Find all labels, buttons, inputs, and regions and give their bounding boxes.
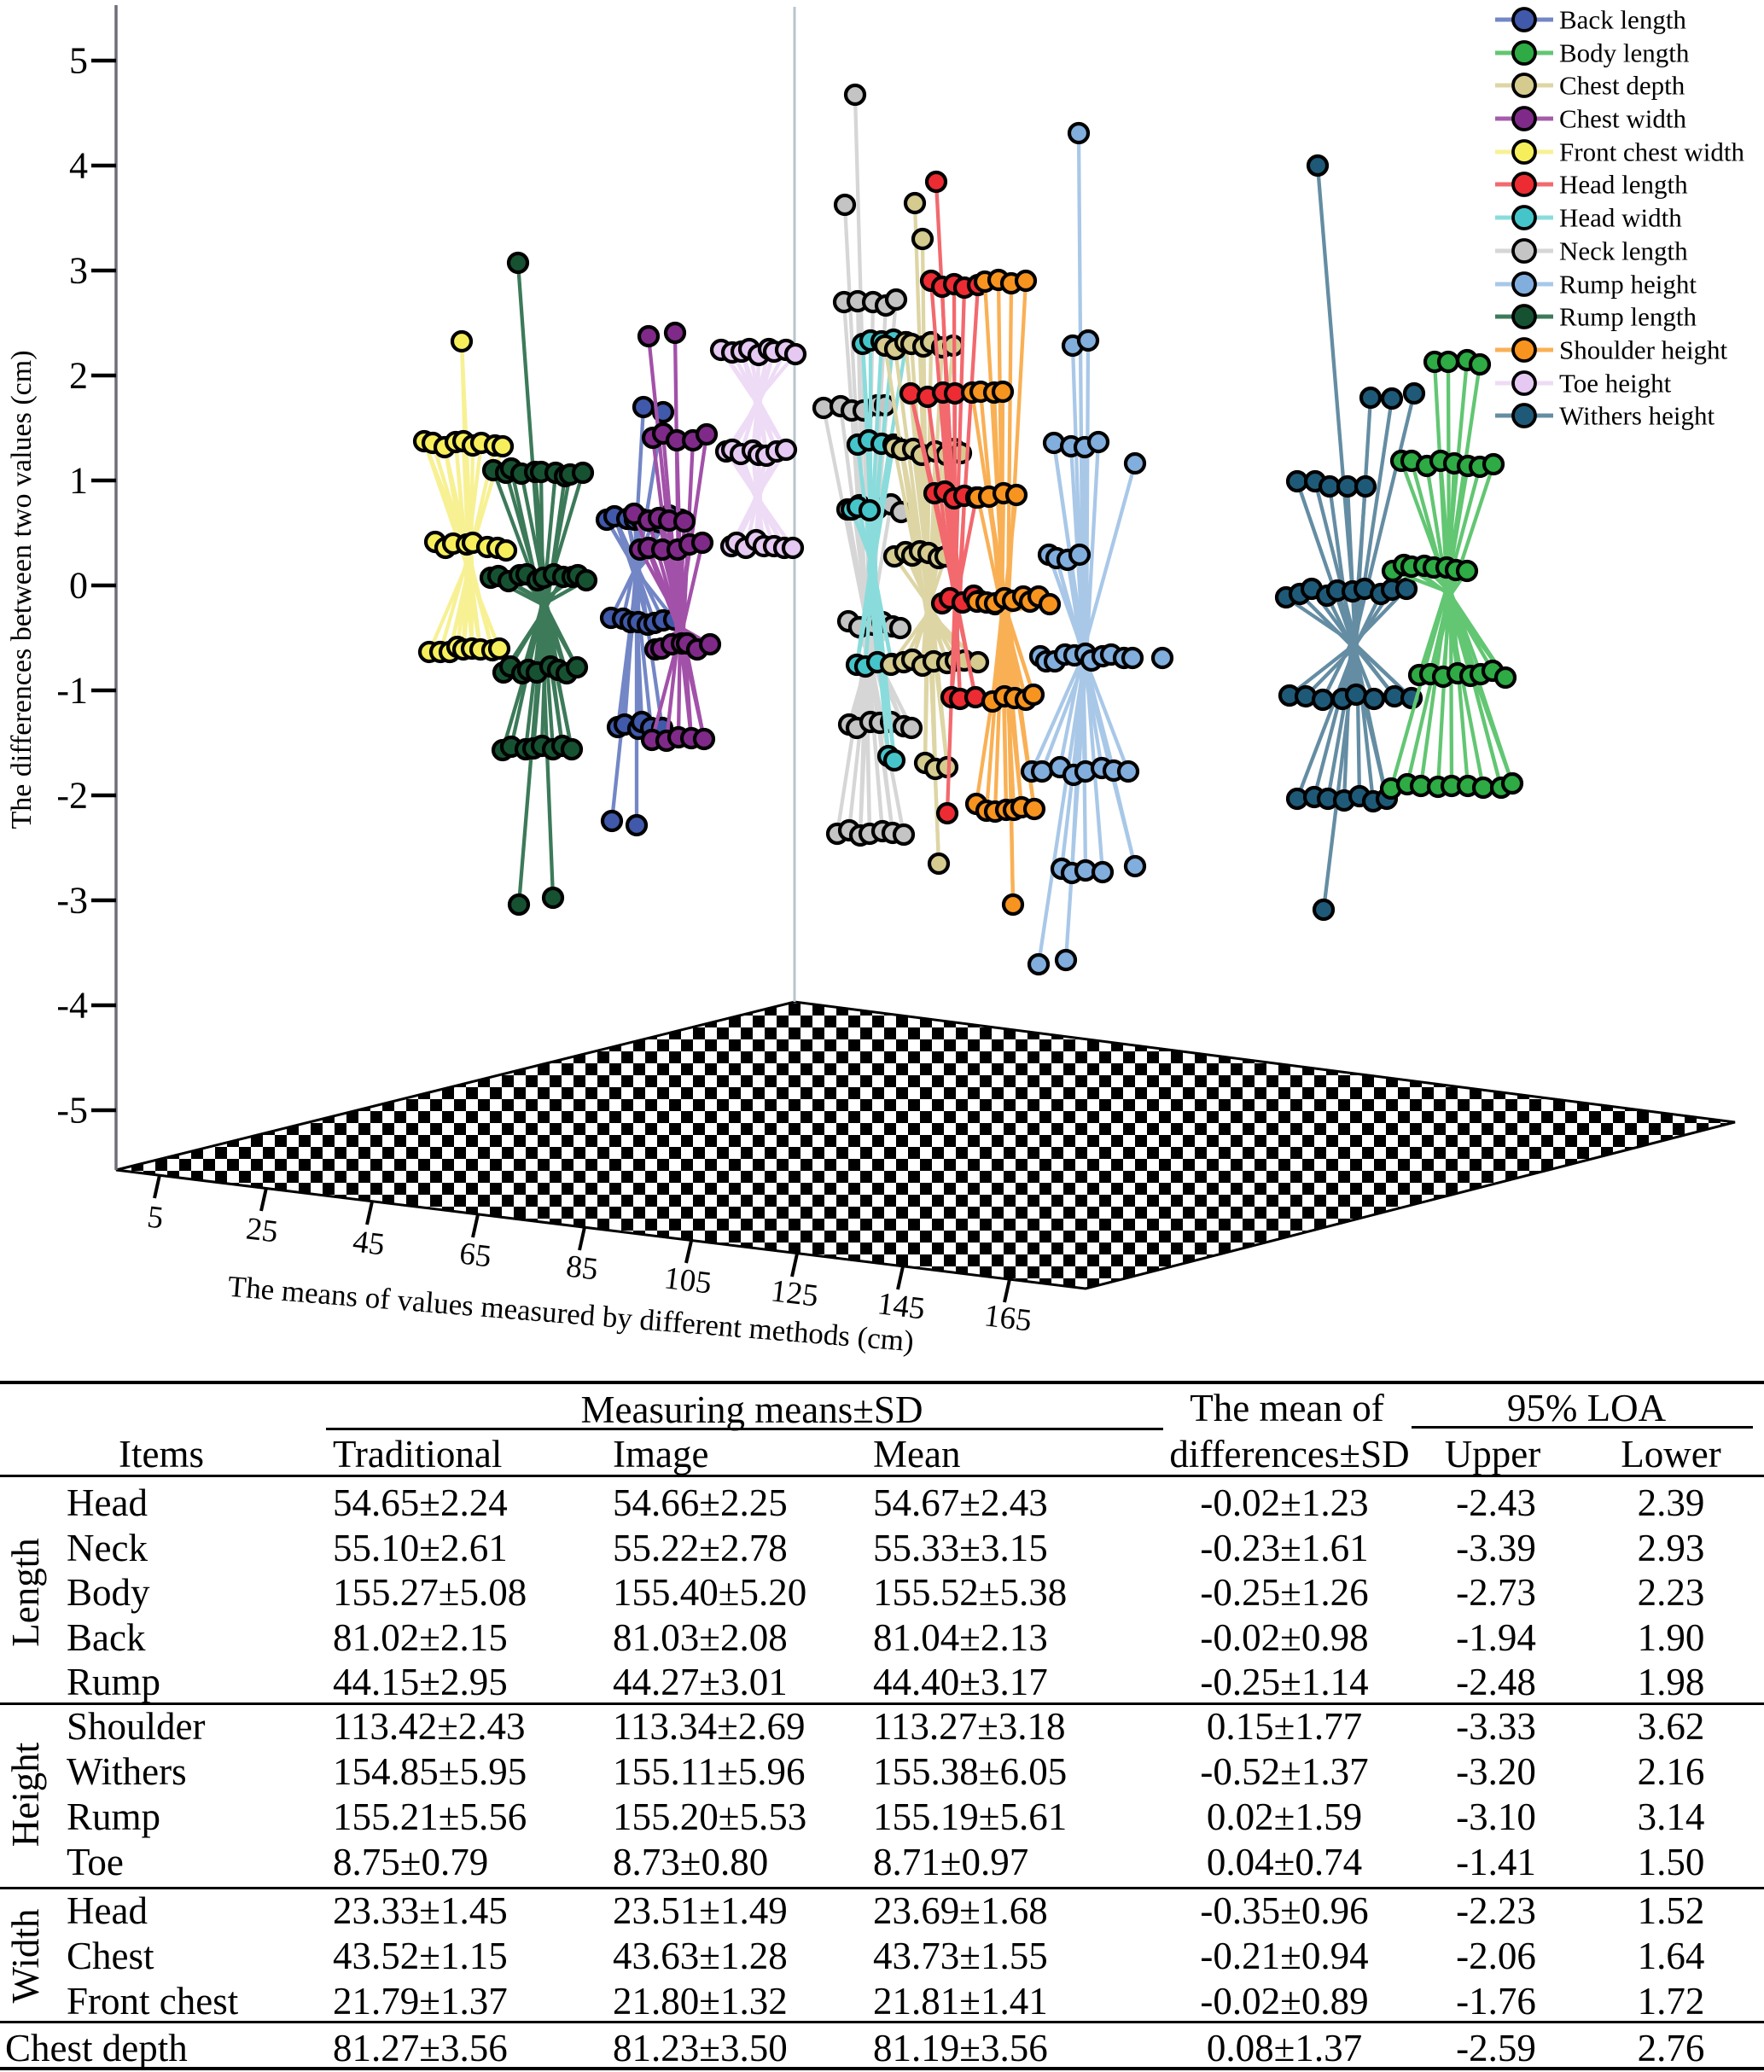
svg-text:-2: -2	[56, 775, 88, 817]
svg-text:45: 45	[351, 1224, 387, 1262]
svg-text:0: 0	[69, 565, 88, 607]
svg-text:2: 2	[69, 355, 88, 397]
svg-text:Shoulder height: Shoulder height	[1559, 335, 1728, 365]
svg-text:Chest width: Chest width	[1559, 104, 1686, 134]
svg-text:Rump length: Rump length	[1559, 302, 1697, 332]
svg-text:4: 4	[69, 145, 88, 187]
svg-text:125: 125	[769, 1273, 820, 1313]
svg-text:165: 165	[982, 1298, 1033, 1338]
svg-text:Withers height: Withers height	[1559, 401, 1715, 431]
svg-text:Body length: Body length	[1559, 38, 1690, 68]
svg-text:Head length: Head length	[1559, 170, 1688, 200]
svg-text:Chest depth: Chest depth	[1559, 71, 1685, 101]
svg-text:Head width: Head width	[1559, 203, 1682, 233]
svg-text:3: 3	[69, 250, 88, 292]
svg-text:5: 5	[69, 40, 88, 82]
svg-text:Rump height: Rump height	[1559, 270, 1697, 300]
svg-text:-3: -3	[56, 880, 88, 922]
svg-text:Toe height: Toe height	[1559, 369, 1672, 399]
svg-text:Neck length: Neck length	[1559, 236, 1688, 266]
svg-text:-5: -5	[56, 1090, 88, 1132]
svg-text:1: 1	[69, 460, 88, 502]
svg-text:25: 25	[244, 1211, 280, 1249]
svg-text:65: 65	[457, 1236, 493, 1274]
svg-text:-1: -1	[56, 670, 88, 712]
svg-text:5: 5	[145, 1200, 165, 1237]
svg-text:145: 145	[876, 1286, 927, 1326]
svg-text:105: 105	[662, 1260, 713, 1301]
svg-text:Front chest width: Front chest width	[1559, 137, 1744, 167]
svg-text:The differences between two va: The differences between two values (cm)	[6, 350, 38, 829]
svg-text:-4: -4	[56, 985, 88, 1027]
svg-text:85: 85	[564, 1248, 600, 1287]
svg-text:Back length: Back length	[1559, 5, 1686, 35]
